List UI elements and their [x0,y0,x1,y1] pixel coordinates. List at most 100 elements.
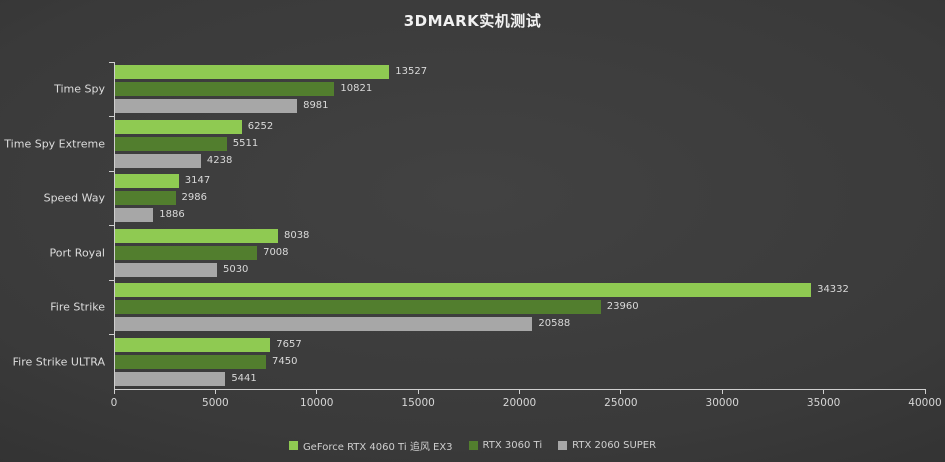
x-axis-tick [214,390,216,394]
bar [115,153,201,168]
x-axis-tick [823,390,825,394]
bar-group: Time Spy Extreme 6252 5511 4238 [4,116,926,172]
y-axis-tick [109,61,115,63]
chart-title: 3DMARK实机测试 [403,12,542,30]
bar-row: 1886 [115,208,926,223]
bar-row: 20588 [115,317,926,332]
bar-row: 34332 [115,283,926,298]
bar-row: 7008 [115,245,926,260]
legend-swatch [288,441,298,450]
bar [115,300,601,315]
legend-item: GeForce RTX 4060 Ti 追风 EX3 [288,438,453,453]
bar-row: 8981 [115,99,926,114]
category-label: Time Spy Extreme [4,137,105,151]
x-axis-tick [620,390,622,394]
bar-group: Speed Way 3147 2986 1886 [44,170,926,226]
x-axis-tick-label: 15000 [401,397,435,409]
y-axis-tick [109,170,115,172]
bar [115,228,278,243]
bar-row: 4238 [115,153,926,168]
legend-item: RTX 3060 Ti [468,440,543,451]
bar-value-label: 34332 [817,284,849,296]
x-axis-tick [316,390,318,394]
bar-value-label: 5441 [231,372,257,384]
bar [115,317,533,332]
legend-label: RTX 2060 SUPER [572,440,657,451]
bar-row: 13527 [115,65,926,80]
bar-value-label: 10821 [340,83,373,95]
x-axis-tick-label: 10000 [300,397,334,409]
bar-value-label: 8981 [303,100,329,112]
x-axis-tick-label: 35000 [806,397,841,409]
bar-value-label: 7450 [272,355,298,367]
bar [115,371,226,386]
bar-group: Fire Strike ULTRA 7657 7450 5441 [13,334,926,390]
y-axis-tick [109,334,115,335]
bar [115,337,271,352]
bar-row: 6252 [115,119,926,134]
plot-area: Time Spy 13527 10821 8981 Time Spy Extreme 62… [4,61,926,390]
bar [115,82,335,97]
bar-row: 5030 [115,262,926,277]
bar [115,354,267,369]
y-axis-tick [109,116,115,117]
bar-value-label: 13527 [395,66,428,78]
category-label: Fire Strike ULTRA [12,355,105,369]
bar-value-label: 4238 [206,154,233,166]
bar [115,283,812,298]
y-axis-tick [109,225,115,226]
x-axis-tick-label: 40000 [908,397,942,409]
bar [115,262,217,277]
bar-value-label: 8038 [283,229,310,241]
bar-value-label: 7657 [276,338,302,350]
category-label: Port Royal [49,246,106,260]
legend-label: RTX 3060 Ti [482,440,543,451]
x-axis-tick-label: 5000 [202,397,229,409]
bar-group: Fire Strike 34332 23960 20588 [50,279,926,335]
bar-group: Port Royal 8038 7008 5030 [50,225,926,281]
bar-value-label: 7008 [263,246,289,258]
legend: GeForce RTX 4060 Ti 追风 EX3 RTX 3060 Ti RTX… [0,438,945,453]
legend-swatch [468,441,478,450]
bar-row: 2986 [115,191,926,206]
bar-row: 8038 [115,228,926,243]
x-axis-tick-label: 0 [110,397,118,409]
bar-value-label: 6252 [247,120,274,132]
bar-value-label: 5030 [222,263,249,275]
category-label: Fire Strike [50,300,105,314]
x-axis-tick-label: 25000 [604,397,638,409]
bar-value-label: 1886 [159,209,185,221]
x-axis-tick [113,390,115,394]
bar-group: Time Spy 13527 10821 8981 [54,61,926,117]
bar-row: 5511 [115,136,926,151]
legend-label: GeForce RTX 4060 Ti 追风 EX3 [302,442,453,453]
bar-value-label: 3147 [184,175,211,187]
x-axis-tick [721,390,723,394]
legend-swatch [558,441,568,450]
x-axis-tick-label: 20000 [502,397,537,409]
bar [115,136,227,151]
bar-row: 23960 [115,300,926,315]
bar [115,191,176,206]
y-axis-tick [109,279,115,281]
bar-value-label: 5511 [232,137,259,149]
category-label: Speed Way [43,191,105,205]
bar [115,208,154,223]
bar-row: 3147 [115,174,926,189]
bar-value-label: 23960 [606,301,639,313]
bar-row: 7450 [115,354,926,369]
bar [115,174,179,189]
bar-value-label: 2986 [181,192,207,204]
x-axis-tick-label: 30000 [705,397,739,409]
bar-row: 10821 [115,82,926,97]
bar-row: 7657 [115,337,926,352]
bar-value-label: 20588 [538,318,571,330]
bar [115,65,390,80]
bar-row: 5441 [115,371,926,386]
x-axis-tick [417,390,419,394]
bar [115,119,242,134]
x-axis-tick [924,390,926,394]
x-axis-tick [519,390,520,394]
bar [115,99,298,114]
